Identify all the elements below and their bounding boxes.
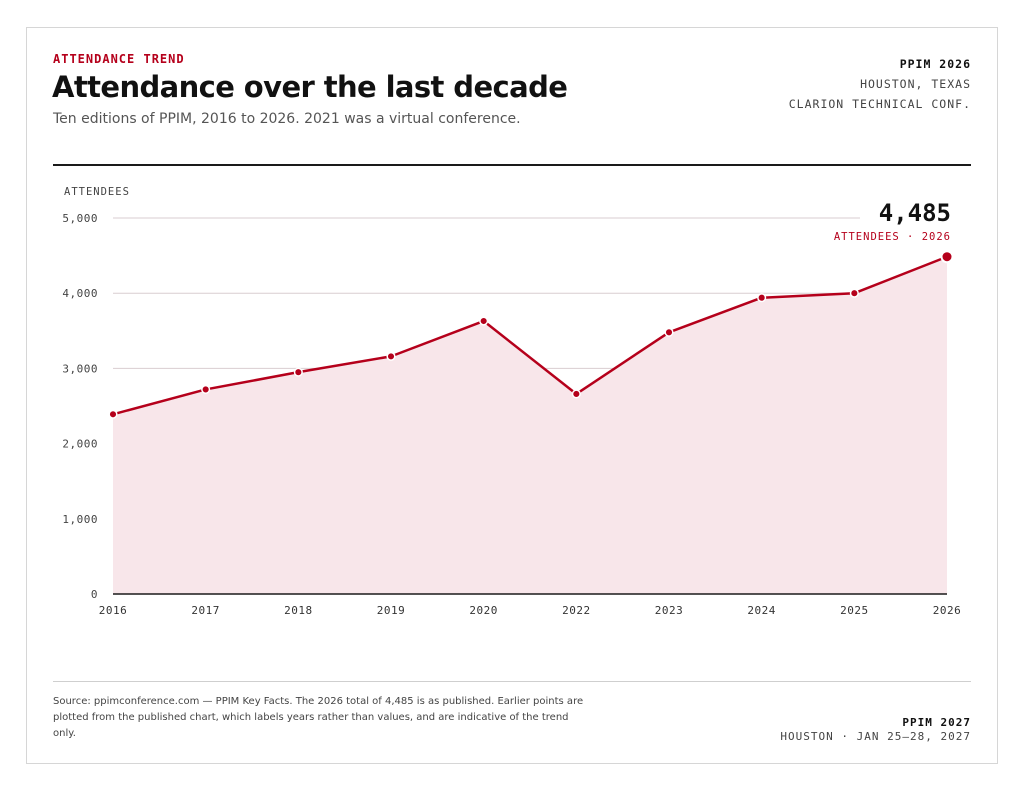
- mark-layer: [108, 250, 954, 419]
- data-point: [757, 293, 767, 303]
- data-point: [386, 351, 396, 361]
- y-tick-label: 5,000: [62, 212, 98, 225]
- x-tick-label: 2025: [840, 604, 869, 617]
- x-tick-label: 2024: [747, 604, 776, 617]
- page-title: Attendance over the last decade: [52, 70, 568, 104]
- y-tick-label: 0: [91, 588, 98, 601]
- y-tick-label: 1,000: [62, 513, 98, 526]
- area-layer: [113, 256, 947, 594]
- y-tick-label: 2,000: [62, 438, 98, 451]
- x-tick-label: 2023: [655, 604, 684, 617]
- next-edition: PPIM 2027 HOUSTON · JAN 25–28, 2027: [780, 716, 971, 744]
- x-tick-label: 2026: [933, 604, 962, 617]
- x-tick-label: 2017: [191, 604, 220, 617]
- data-point: [571, 389, 581, 399]
- y-tick-label: 3,000: [62, 362, 98, 375]
- y-tick-label: 4,000: [62, 287, 98, 300]
- x-tick-label: 2022: [562, 604, 591, 617]
- data-point: [293, 367, 303, 377]
- edition-meta: PPIM 2026 HOUSTON, TEXAS CLARION TECHNIC…: [789, 54, 971, 114]
- series-area: [113, 256, 947, 594]
- data-point: [108, 409, 118, 419]
- data-point: [664, 327, 674, 337]
- footer-divider: [53, 681, 971, 682]
- label-layer: ATTENDEES 0 1,000 2,000 3,000 4,000 5,000 2016 2…: [62, 186, 962, 617]
- edition-venue: CLARION TECHNICAL CONF.: [788, 97, 971, 111]
- data-point: [201, 384, 211, 395]
- series-line: [112, 255, 948, 416]
- x-tick-label: 2018: [284, 604, 313, 617]
- next-edition-details: HOUSTON · JAN 25–28, 2027: [780, 730, 971, 743]
- next-edition-name: PPIM 2027: [902, 716, 971, 729]
- edition-name: PPIM 2026: [899, 57, 971, 71]
- latest-value-callout: 4,485: [878, 199, 951, 227]
- data-point-highlight: [940, 250, 954, 264]
- data-point: [479, 316, 489, 326]
- y-axis-title: ATTENDEES: [64, 186, 130, 198]
- x-tick-label: 2019: [377, 604, 406, 617]
- header-divider: [53, 164, 971, 166]
- data-point: [849, 288, 859, 298]
- x-tick-label: 2020: [469, 604, 498, 617]
- latest-value-label: ATTENDEES · 2026: [833, 231, 951, 243]
- page-subtitle: Ten editions of PPIM, 2016 to 2026. 2021…: [53, 111, 521, 127]
- kicker-label: ATTENDANCE TREND: [53, 52, 185, 66]
- x-tick-label: 2016: [99, 604, 128, 617]
- source-note: Source: ppimconference.com — PPIM Key Fa…: [53, 696, 584, 739]
- edition-location: HOUSTON, TEXAS: [860, 77, 971, 91]
